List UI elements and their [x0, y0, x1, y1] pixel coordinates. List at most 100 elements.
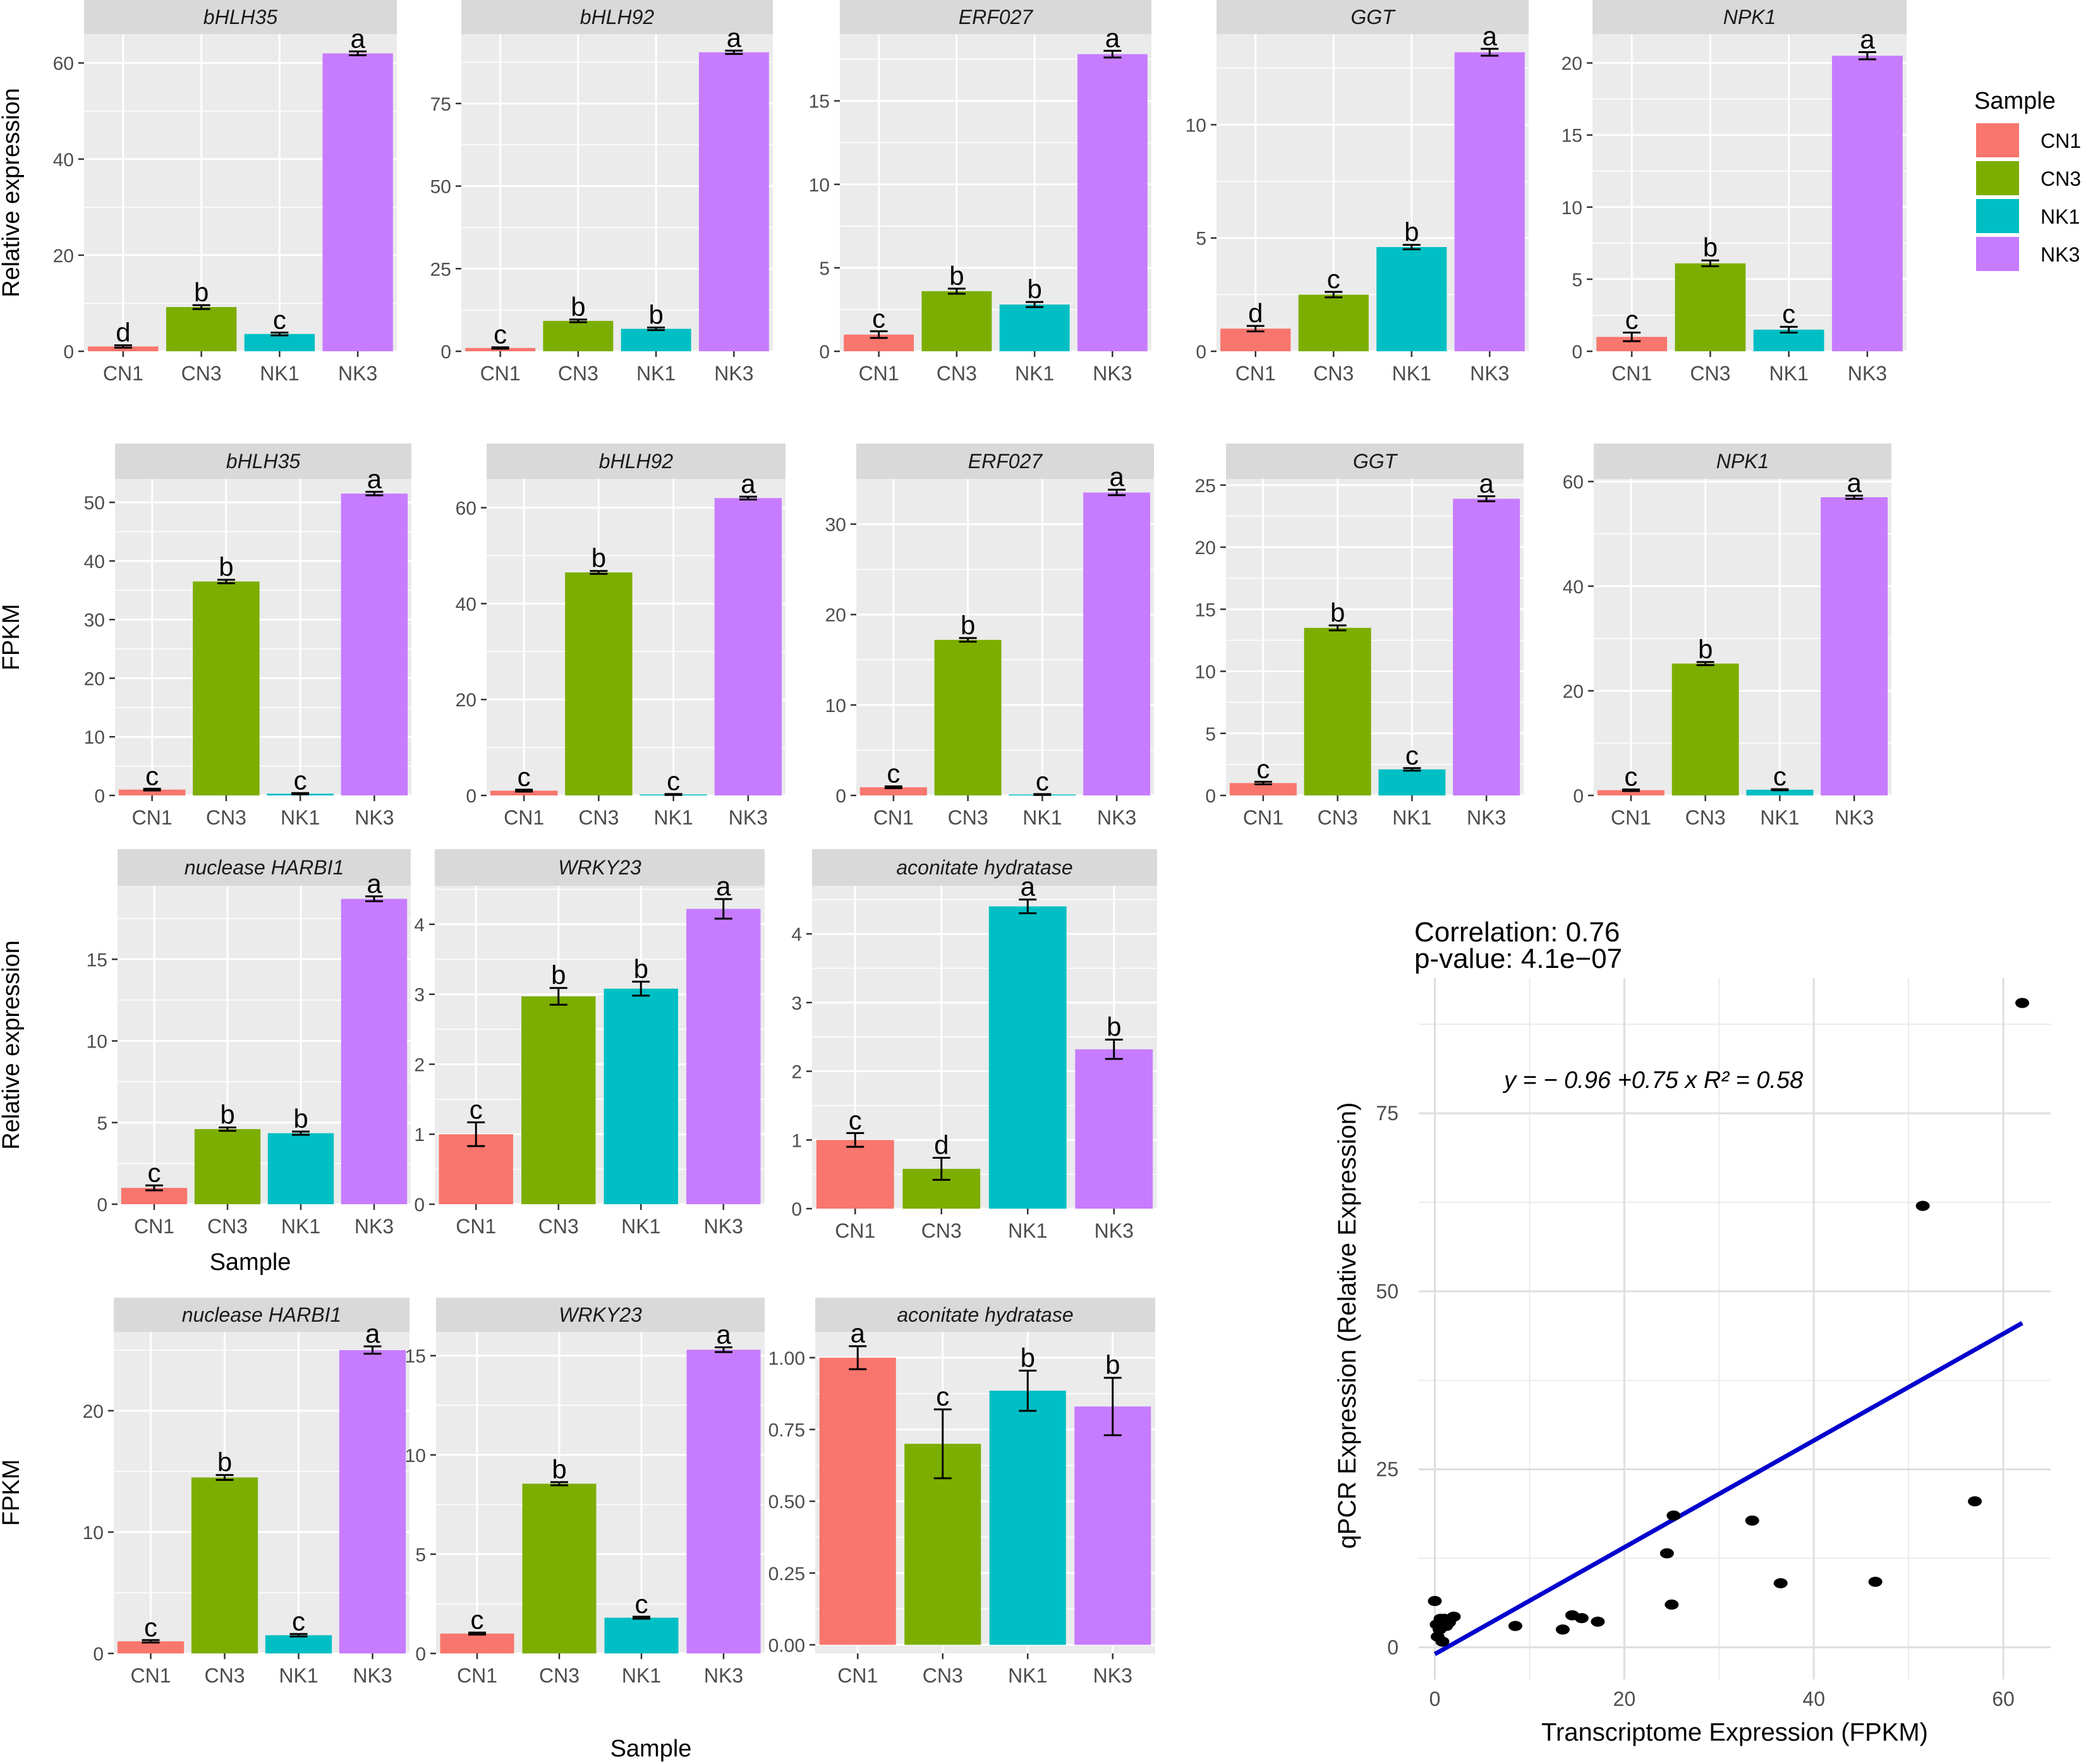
- bar-cn1: [816, 1140, 894, 1209]
- x-tick-label: CN3: [921, 1219, 962, 1242]
- error-bar: [1858, 51, 1876, 61]
- error-bar: [549, 987, 567, 1006]
- significance-letter: a: [1109, 462, 1124, 492]
- y-tick-label: 0: [1572, 342, 1582, 363]
- y-tick-label: 10: [84, 727, 105, 748]
- y-tick-label: 60: [1563, 472, 1584, 493]
- bar-nk3: [341, 493, 408, 795]
- y-tick-label: 10: [1195, 662, 1216, 683]
- error-bar: [270, 331, 289, 337]
- significance-letter: c: [1773, 761, 1787, 791]
- error-bar: [1019, 898, 1037, 914]
- x-tick-label: CN1: [837, 1664, 878, 1687]
- y-tick-label: 20: [456, 690, 476, 711]
- x-tick-label: NK1: [654, 806, 693, 829]
- y-tick-label: 3: [791, 993, 802, 1014]
- x-tick-label: 60: [1992, 1688, 2015, 1710]
- x-tick-label: NK1: [1008, 1664, 1047, 1687]
- scatter-point: [1428, 1596, 1442, 1607]
- bar-cn1: [490, 790, 558, 795]
- bar-panel-16: aconitate hydratase 0.00 0.25 0.50 0.75 1.00 a…: [610, 1298, 1155, 1762]
- significance-letter: c: [148, 1157, 161, 1187]
- bar-panel-12: WRKY23 0 1 2 3 4 c CN1 b CN3 b NK1 a NK3: [414, 849, 765, 1238]
- x-tick-label: NK3: [1848, 362, 1887, 385]
- bar-nk3: [714, 498, 782, 795]
- error-bar: [1696, 661, 1714, 667]
- x-axis-title: Sample: [210, 1249, 291, 1276]
- y-tick-label: 15: [87, 950, 107, 970]
- bar-panel-7: bHLH92 0 20 40 60 c CN1 b CN3 c NK1 a NK3: [456, 444, 786, 829]
- x-tick-label: CN3: [558, 362, 598, 385]
- facet-title: NPK1: [1716, 450, 1769, 473]
- significance-letter: c: [471, 1605, 484, 1634]
- facet-strip: [436, 1298, 765, 1332]
- x-tick-label: 20: [1613, 1688, 1636, 1710]
- bar-cn3: [565, 572, 633, 795]
- x-tick-label: NK3: [1470, 362, 1509, 385]
- x-tick-label: CN1: [134, 1215, 174, 1238]
- facet-strip: [1226, 444, 1524, 479]
- y-tick-label: 20: [1563, 681, 1584, 702]
- significance-letter: b: [219, 552, 233, 582]
- x-tick-label: NK3: [1095, 1219, 1134, 1242]
- x-tick-label: CN3: [937, 362, 977, 385]
- x-tick-label: CN1: [132, 806, 173, 829]
- x-tick-label: NK1: [621, 1215, 660, 1238]
- y-tick-label: 5: [1572, 270, 1582, 291]
- significance-letter: b: [1027, 274, 1041, 304]
- y-tick-label: 75: [430, 94, 451, 115]
- error-bar: [1622, 788, 1640, 792]
- y-tick-label: 20: [1562, 54, 1582, 75]
- bar-nk3: [1083, 492, 1151, 795]
- x-tick-label: CN1: [456, 1215, 496, 1238]
- y-tick-label: 5: [819, 258, 830, 279]
- significance-letter: d: [1248, 298, 1263, 328]
- error-bar: [1780, 325, 1798, 334]
- facet-title: WRKY23: [559, 1303, 642, 1326]
- bar-nk3: [698, 52, 769, 352]
- bar-cn3: [921, 291, 992, 351]
- error-bar: [192, 304, 210, 310]
- y-tick-label: 20: [53, 246, 74, 267]
- x-tick-label: CN1: [103, 362, 143, 385]
- facet-title: bHLH35: [203, 6, 278, 28]
- x-tick-label: CN3: [181, 362, 222, 385]
- bar-nk3: [686, 1350, 761, 1653]
- significance-letter: b: [1107, 1012, 1121, 1042]
- bar-nk3: [1821, 497, 1888, 795]
- significance-letter: b: [194, 277, 209, 307]
- error-bar: [1105, 1039, 1123, 1060]
- facet-title: aconitate hydratase: [896, 856, 1072, 879]
- x-tick-label: CN3: [207, 1215, 248, 1238]
- significance-letter: b: [293, 1104, 308, 1133]
- scatter-point: [1591, 1616, 1605, 1627]
- error-bar: [143, 787, 161, 792]
- error-bar: [664, 793, 682, 796]
- correlation-title: Correlation: 0.76: [1414, 917, 1620, 948]
- y-axis-title: Relative expression: [0, 940, 25, 1150]
- legend-key-nk3: [1976, 237, 2019, 271]
- y-tick-label: 15: [405, 1346, 426, 1367]
- y-axis-title: Relative expression: [0, 88, 25, 298]
- y-tick-label: 20: [83, 1401, 104, 1422]
- significance-letter: b: [592, 543, 606, 573]
- scatter-point: [1666, 1510, 1681, 1521]
- bar-panel-8: ERF027 0 10 20 30 c CN1 b CN3 c NK1 a NK3: [825, 444, 1154, 829]
- significance-letter: c: [292, 1606, 305, 1636]
- y-tick-label: 40: [84, 552, 105, 572]
- x-tick-label: NK3: [714, 362, 753, 385]
- regression-equation: y = − 0.96 +0.75 x R² = 0.58: [1502, 1067, 1803, 1094]
- x-tick-label: NK3: [338, 362, 377, 385]
- error-bar: [1771, 788, 1789, 792]
- facet-strip: [1216, 0, 1529, 34]
- x-tick-label: NK1: [636, 362, 676, 385]
- significance-letter: c: [849, 1105, 862, 1135]
- x-tick-label: NK3: [729, 806, 768, 829]
- significance-letter: a: [1847, 468, 1862, 497]
- y-tick-label: 4: [414, 915, 425, 936]
- facet-strip: [461, 0, 773, 34]
- significance-letter: b: [1404, 217, 1419, 246]
- error-bar: [884, 785, 902, 790]
- significance-letter: b: [949, 261, 964, 291]
